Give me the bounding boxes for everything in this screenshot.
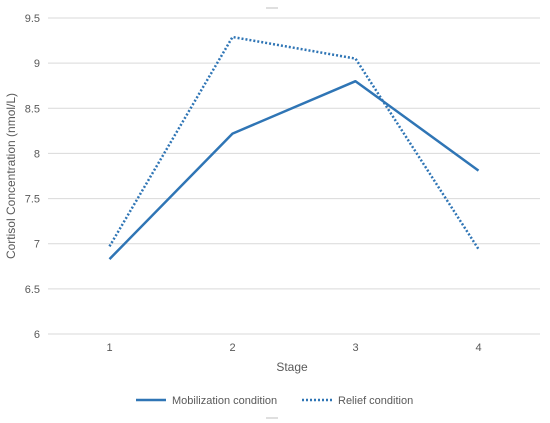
grid-lines: [48, 17, 540, 335]
y-tick-label: 8: [34, 148, 40, 160]
y-tick-labels: 6 6.5 7 7.5 8 8.5 9 9.5: [25, 13, 40, 341]
series-lines: [108, 35, 480, 260]
y-tick-label: 7.5: [25, 194, 40, 206]
legend-label-2: Relief condition: [338, 395, 413, 407]
y-tick-label: 9.5: [25, 13, 40, 25]
y-tick-label: 9: [34, 58, 40, 70]
x-axis-title: Stage: [276, 360, 308, 374]
x-tick-labels: 1 2 3 4: [106, 342, 481, 354]
y-tick-label: 7: [34, 239, 40, 251]
series-line-2: [108, 35, 480, 250]
y-tick-label: 6: [34, 329, 40, 341]
y-tick-label: 6.5: [25, 284, 40, 296]
x-tick-label: 2: [229, 342, 235, 354]
legend: Mobilization condition Relief condition: [136, 395, 413, 407]
y-tick-label: 8.5: [25, 103, 40, 115]
y-axis-title: Cortisol Concentration (nmol/L): [4, 93, 18, 259]
x-tick-label: 4: [475, 342, 481, 354]
x-tick-label: 1: [106, 342, 112, 354]
x-tick-label: 3: [352, 342, 358, 354]
series-line-1: [108, 79, 480, 260]
legend-label-1: Mobilization condition: [172, 395, 277, 407]
